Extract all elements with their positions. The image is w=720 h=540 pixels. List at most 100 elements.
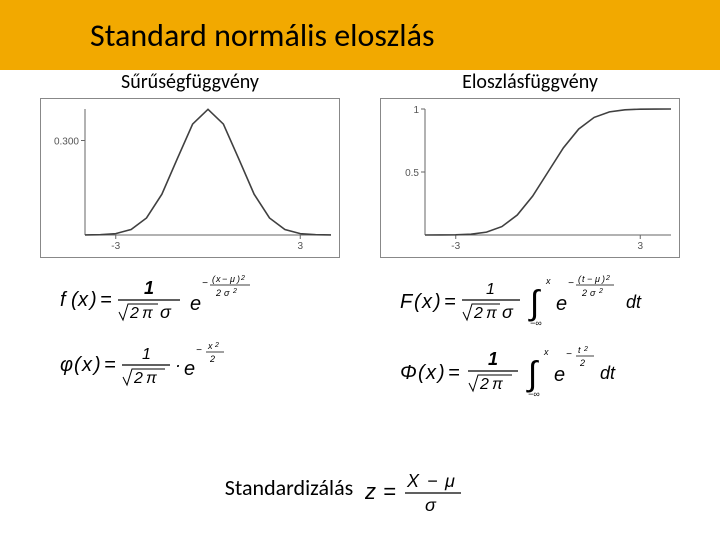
- svg-text:2: 2: [133, 370, 143, 387]
- svg-text:0.300: 0.300: [54, 137, 79, 148]
- svg-text:2: 2: [214, 342, 219, 349]
- cdf-chart-svg: 0.5 1 -3 3: [381, 99, 681, 259]
- svg-text:2: 2: [215, 288, 221, 298]
- svg-text:2: 2: [129, 305, 139, 322]
- svg-text:): ): [92, 354, 101, 376]
- pdf-chart: 0.300 -3 3: [40, 98, 340, 258]
- svg-text:μ: μ: [444, 471, 455, 491]
- svg-text:x: x: [215, 274, 221, 284]
- svg-text:∫: ∫: [528, 284, 541, 322]
- svg-text:=: =: [444, 291, 456, 313]
- svg-text:dt: dt: [600, 363, 616, 383]
- svg-text:1: 1: [413, 105, 419, 116]
- svg-text:−∞: −∞: [528, 389, 540, 399]
- svg-text:−: −: [202, 278, 208, 289]
- svg-text:σ: σ: [590, 288, 596, 298]
- svg-text:·: ·: [175, 355, 181, 375]
- svg-text:x: x: [421, 291, 433, 313]
- svg-text:φ: φ: [60, 354, 73, 376]
- left-subtitle: Sűrűségfüggvény: [121, 70, 259, 94]
- standardization-label: Standardizálás: [225, 474, 353, 501]
- svg-text:2: 2: [598, 288, 603, 295]
- svg-text:2: 2: [605, 275, 610, 282]
- svg-text:-3: -3: [451, 241, 460, 252]
- svg-text:0.5: 0.5: [405, 168, 419, 179]
- header-bar: Standard normális eloszlás: [0, 0, 720, 70]
- svg-text:π: π: [492, 376, 503, 393]
- svg-text:): ): [88, 289, 97, 311]
- right-subtitle: Eloszlásfüggvény: [462, 70, 598, 94]
- svg-text:x: x: [425, 362, 437, 384]
- svg-text:t: t: [578, 345, 581, 355]
- svg-text:=: =: [448, 362, 460, 384]
- svg-text:2: 2: [583, 346, 588, 353]
- svg-text:σ: σ: [224, 288, 230, 298]
- svg-text:−∞: −∞: [530, 318, 542, 328]
- svg-text:−: −: [427, 471, 438, 491]
- svg-text:σ: σ: [425, 495, 437, 515]
- svg-text:π: π: [146, 370, 157, 387]
- svg-text:e: e: [554, 364, 565, 386]
- svg-text:−: −: [568, 278, 574, 289]
- svg-text:F: F: [400, 291, 414, 313]
- svg-text:−: −: [222, 274, 227, 284]
- svg-text:x: x: [77, 289, 89, 311]
- svg-text:1: 1: [488, 349, 498, 369]
- svg-text:x: x: [207, 341, 213, 351]
- svg-text:−: −: [196, 345, 202, 356]
- svg-text:μ: μ: [229, 274, 235, 284]
- svg-text:): ): [236, 274, 240, 284]
- cdf-chart: 0.5 1 -3 3: [380, 98, 680, 258]
- svg-text:π: π: [486, 305, 497, 322]
- standardization-formula: z = X − μ σ: [365, 467, 495, 522]
- svg-text:Φ: Φ: [400, 362, 417, 384]
- svg-text:2: 2: [209, 354, 215, 364]
- svg-text:2: 2: [479, 376, 489, 393]
- svg-text:σ: σ: [160, 302, 172, 322]
- pdf-chart-svg: 0.300 -3 3: [41, 99, 341, 259]
- svg-text:): ): [432, 291, 441, 313]
- svg-text:e: e: [556, 293, 567, 315]
- svg-text:-3: -3: [111, 241, 120, 252]
- svg-text:x: x: [545, 276, 551, 286]
- svg-text:dt: dt: [626, 292, 642, 312]
- svg-text:σ: σ: [502, 302, 514, 322]
- cdf-formula-standard: Φ ( x ) = 1 2 π ∫ x −∞ e − t2 2 dt: [360, 343, 700, 404]
- cdf-formula-general: F ( x ) = 1 2 π σ ∫ x −∞ e − (t−μ)2 2σ2: [360, 272, 700, 333]
- svg-text:1: 1: [486, 281, 495, 298]
- svg-text:−: −: [587, 274, 592, 284]
- right-column: Eloszlásfüggvény 0.5 1 -3 3 F ( x ) = 1 2 π…: [360, 70, 700, 404]
- svg-text:z: z: [365, 479, 376, 504]
- svg-text:e: e: [184, 358, 195, 380]
- svg-text:3: 3: [297, 241, 303, 252]
- svg-text:π: π: [142, 305, 153, 322]
- svg-text:2: 2: [581, 288, 587, 298]
- svg-text:): ): [436, 362, 445, 384]
- svg-text:t: t: [582, 274, 585, 284]
- svg-text:1: 1: [144, 278, 154, 298]
- content-columns: Sűrűségfüggvény 0.300 -3 3 f ( x ) = 1 2 π…: [0, 70, 720, 404]
- svg-text:2: 2: [579, 358, 585, 368]
- svg-text:2: 2: [240, 275, 245, 282]
- pdf-formula-standard: φ ( x ) = 1 2 π · e − x2 2: [20, 339, 360, 394]
- left-column: Sűrűségfüggvény 0.300 -3 3 f ( x ) = 1 2 π…: [20, 70, 360, 404]
- svg-text:x: x: [81, 354, 93, 376]
- svg-text:=: =: [104, 354, 116, 376]
- svg-text:=: =: [383, 479, 396, 504]
- pdf-formula-general: f ( x ) = 1 2 π σ e − (x−μ)2 2σ2: [20, 272, 360, 329]
- svg-text:∫: ∫: [526, 355, 539, 393]
- standardization-row: Standardizálás z = X − μ σ: [0, 453, 720, 522]
- svg-text:=: =: [100, 289, 112, 311]
- svg-text:1: 1: [142, 346, 151, 363]
- page-title: Standard normális eloszlás: [90, 16, 434, 55]
- svg-text:−: −: [566, 349, 572, 360]
- svg-text:3: 3: [637, 241, 643, 252]
- svg-text:X: X: [406, 471, 420, 491]
- svg-text:2: 2: [232, 288, 237, 295]
- svg-text:x: x: [543, 347, 549, 357]
- svg-text:μ: μ: [594, 274, 600, 284]
- svg-text:e: e: [190, 293, 201, 315]
- svg-text:): ): [601, 274, 605, 284]
- svg-text:2: 2: [473, 305, 483, 322]
- svg-text:f: f: [60, 289, 68, 311]
